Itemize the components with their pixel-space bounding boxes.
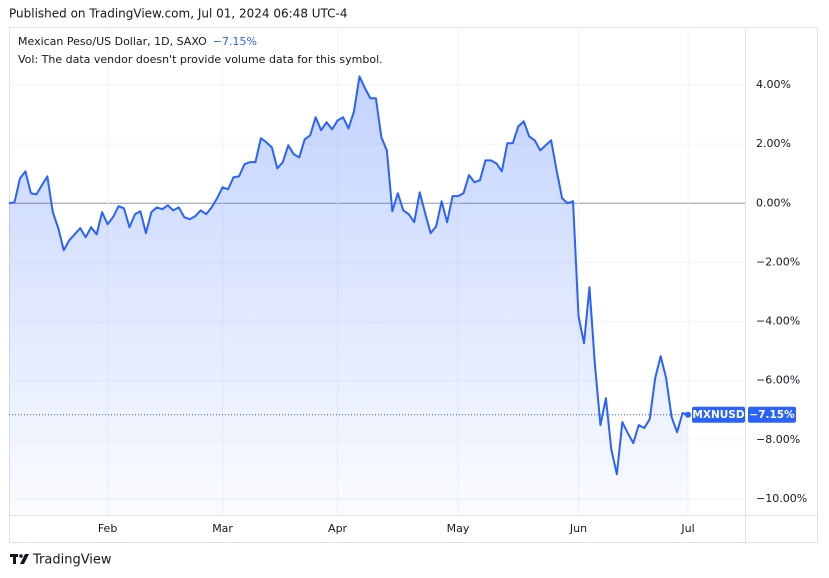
chart-subtitle: Vol: The data vendor doesn't provide vol…	[18, 53, 383, 66]
y-tick-label: −2.00%	[756, 255, 800, 268]
x-tick-label: Jun	[569, 522, 587, 535]
x-tick-label: Apr	[328, 522, 348, 535]
symbol-tag	[692, 406, 745, 423]
price-tag-label: −7.15%	[749, 409, 795, 421]
last-point	[685, 411, 692, 418]
y-tick-label: 2.00%	[756, 137, 791, 150]
brand-name: TradingView	[32, 553, 112, 568]
y-tick-label: −6.00%	[756, 374, 800, 387]
price-line	[8, 75, 689, 476]
area-fill	[9, 76, 689, 515]
symbol-tag-label: MXNUSD	[692, 409, 744, 421]
x-tick-label: May	[447, 522, 470, 535]
y-tick-label: 0.00%	[756, 196, 791, 209]
brand-logo	[10, 554, 29, 564]
price-tag	[748, 406, 796, 423]
y-tick-label: 4.00%	[756, 78, 791, 91]
x-tick-label: Mar	[212, 522, 233, 535]
y-tick-label: −10.00%	[756, 492, 807, 505]
y-tick-label: −4.00%	[756, 315, 800, 328]
header-change: −7.15%	[213, 35, 257, 48]
published-note: Published on TradingView.com, Jul 01, 20…	[9, 7, 348, 21]
y-tick-label: −8.00%	[756, 433, 800, 446]
chart-title: Mexican Peso/US Dollar, 1D, SAXO	[18, 35, 207, 48]
x-tick-label: Feb	[98, 522, 117, 535]
x-tick-label: Jul	[680, 522, 694, 535]
